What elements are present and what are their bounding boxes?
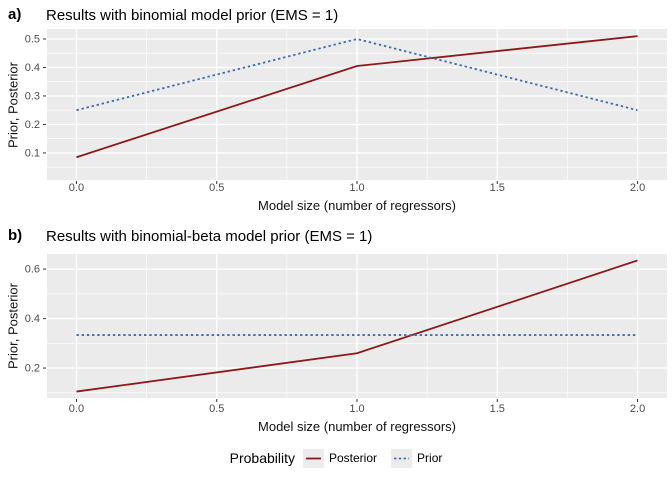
legend-key-prior [391,448,413,468]
panel-a-tag: a) [8,6,22,23]
panel-b-title: Results with binomial-beta model prior (… [46,228,373,245]
x-tick-label: 1.0 [349,403,364,415]
y-tick-label: 0.2 [25,363,40,375]
y-tick-label: 0.6 [25,264,40,276]
panel-a-plot-area: 0.0 0.5 1.0 1.5 2.0 0.1 0.2 0.3 0.4 0.5 [25,29,667,194]
panel-a-x-axis-label: Model size (number of regressors) [258,198,456,213]
x-tick-label: 0.5 [209,182,224,194]
y-tick-label: 0.4 [25,62,40,74]
series-line-posterior [76,35,638,159]
series-line-posterior [76,259,638,393]
panel-b-x-axis-label: Model size (number of regressors) [258,419,456,434]
legend: Probability Posterior Prior [0,447,672,469]
y-tick-label: 0.4 [25,313,40,325]
x-tick-label: 1.0 [349,182,364,194]
y-tick-label: 0.5 [25,33,40,45]
axis-tick-labels: 0.0 0.5 1.0 1.5 2.0 0.1 0.2 0.3 0.4 0.5 [25,33,645,194]
axis-tick-marks [43,268,639,402]
x-tick-label: 0.0 [69,403,84,415]
legend-key-posterior [303,448,324,468]
legend-label-posterior: Posterior [329,451,378,465]
legend-title: Probability [229,450,295,466]
posterior-line-sample-icon [306,457,321,459]
x-tick-label: 2.0 [630,182,645,194]
major-gridlines [47,29,667,180]
x-tick-label: 1.5 [490,182,505,194]
prior-line-sample-icon [394,457,410,459]
x-tick-label: 1.5 [490,403,505,415]
y-tick-label: 0.1 [25,147,40,159]
y-tick-label: 0.2 [25,119,40,131]
panel-b-plot-area: 0.0 0.5 1.0 1.5 2.0 0.2 0.4 0.6 [25,254,667,415]
panel-a-title: Results with binomial model prior (EMS =… [46,7,339,24]
major-gridlines [47,254,667,398]
axis-tick-labels: 0.0 0.5 1.0 1.5 2.0 0.2 0.4 0.6 [25,264,645,415]
x-tick-label: 0.0 [69,182,84,194]
y-tick-label: 0.3 [25,90,40,102]
panel-b-tag: b) [8,227,23,244]
x-tick-label: 0.5 [209,403,224,415]
axis-tick-marks [43,38,639,184]
legend-label-prior: Prior [417,451,443,465]
x-tick-label: 2.0 [630,403,645,415]
